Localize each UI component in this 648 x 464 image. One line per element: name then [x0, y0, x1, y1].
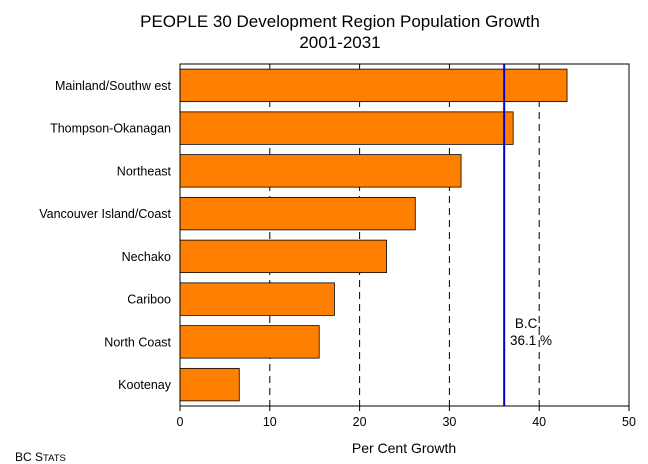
x-tick-label-1: 10 [263, 415, 277, 429]
category-label-7: Kootenay [118, 378, 172, 392]
chart-subtitle: 2001-2031 [299, 33, 380, 52]
chart-title: PEOPLE 30 Development Region Population … [140, 12, 540, 31]
category-label-4: Nechako [122, 250, 171, 264]
reference-label-line2: 36.1 % [510, 333, 552, 348]
category-label-6: North Coast [104, 335, 171, 349]
category-label-0: Mainland/Southw est [55, 79, 172, 93]
x-tick-label-4: 40 [532, 415, 546, 429]
bar-1 [179, 111, 514, 145]
reference-label-line1: B.C. [515, 316, 541, 331]
category-label-2: Northeast [117, 164, 172, 178]
x-tick-label-3: 30 [442, 415, 456, 429]
bar-3 [179, 196, 416, 231]
x-axis-ticks: 0 10 20 30 40 50 [177, 406, 636, 429]
category-label-1: Thompson-Okanagan [50, 122, 171, 136]
x-axis-title: Per Cent Growth [352, 440, 456, 456]
bar-5 [179, 282, 335, 316]
bars [179, 68, 568, 402]
x-tick-label-5: 50 [622, 415, 636, 429]
x-tick-label-2: 20 [353, 415, 367, 429]
reference-line-group: B.C. 36.1 % [503, 64, 552, 406]
gridlines [269, 64, 540, 406]
category-label-3: Vancouver Island/Coast [39, 207, 171, 221]
bar-2 [179, 154, 462, 188]
bar-0 [179, 68, 568, 103]
category-labels: Mainland/Southw est Thompson-Okanagan Nort… [39, 79, 172, 392]
category-label-5: Cariboo [127, 293, 171, 307]
x-tick-label-0: 0 [177, 415, 184, 429]
bar-4 [179, 239, 387, 274]
bar-7 [179, 367, 240, 402]
source-credit-suffix: TATS [43, 453, 66, 464]
source-credit-prefix: BC S [15, 450, 43, 464]
bar-6 [179, 325, 320, 359]
source-credit: BC STATS [15, 450, 66, 464]
plot-frame [179, 63, 630, 407]
